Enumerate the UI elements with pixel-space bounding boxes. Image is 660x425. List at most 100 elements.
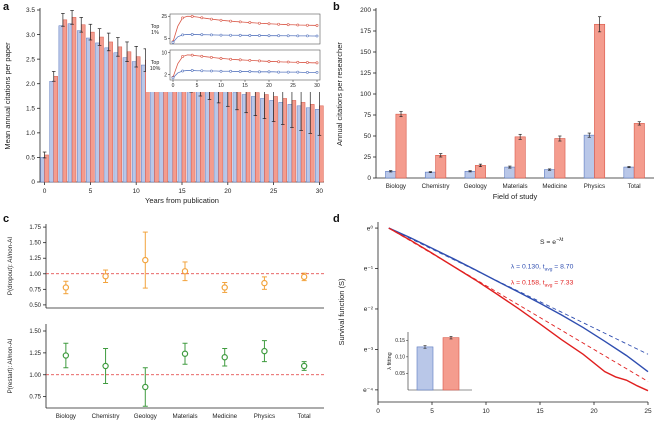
svg-text:50: 50 bbox=[364, 133, 372, 140]
svg-text:Chemistry: Chemistry bbox=[92, 413, 121, 420]
svg-text:20: 20 bbox=[224, 188, 232, 195]
svg-text:125: 125 bbox=[360, 70, 371, 77]
svg-text:0.75: 0.75 bbox=[29, 395, 41, 401]
svg-text:2.5: 2.5 bbox=[26, 56, 35, 63]
chart-d-survival-function: e⁰ e⁻¹ e⁻² e⁻³ e⁻⁴ 0 5 10 15 20 25 Survival functio… bbox=[337, 222, 652, 415]
svg-text:Materials: Materials bbox=[172, 413, 197, 420]
svg-text:0: 0 bbox=[43, 188, 47, 195]
svg-text:150: 150 bbox=[360, 49, 371, 56]
svg-text:e⁻⁴: e⁻⁴ bbox=[363, 387, 373, 394]
panel-label-d: d bbox=[333, 213, 340, 225]
svg-text:e⁻²: e⁻² bbox=[364, 306, 374, 313]
svg-text:Physics: Physics bbox=[254, 413, 275, 420]
svg-text:1.00: 1.00 bbox=[29, 272, 41, 278]
svg-text:15: 15 bbox=[242, 83, 248, 89]
svg-text:2.0: 2.0 bbox=[26, 81, 35, 88]
svg-text:0.75: 0.75 bbox=[29, 287, 41, 293]
svg-text:10: 10 bbox=[161, 51, 167, 57]
svg-text:0: 0 bbox=[31, 179, 35, 186]
svg-text:30: 30 bbox=[314, 83, 320, 89]
svg-text:Top: Top bbox=[151, 60, 160, 66]
chart-b-citations-per-researcher: 0 25 50 75 100 125 150 175 200 Biology Chemistry Ge… bbox=[335, 7, 654, 201]
svg-text:100: 100 bbox=[360, 91, 371, 98]
svg-text:25: 25 bbox=[290, 83, 296, 89]
svg-text:1.25: 1.25 bbox=[29, 351, 41, 357]
svg-text:Field of study: Field of study bbox=[493, 192, 538, 201]
svg-text:Mean annual citations per pape: Mean annual citations per paper bbox=[3, 42, 12, 150]
svg-text:P(dropout): AI/non-AI: P(dropout): AI/non-AI bbox=[7, 237, 14, 295]
panel-c: c 0.50 0.75 1.00 1.25 1.50 1.75 P(dropout): AI… bbox=[0, 212, 330, 425]
svg-text:10%: 10% bbox=[150, 66, 161, 72]
panel-a: a 0 0.5 1.0 1.5 2.0 2.5 3.0 3.5 0 5 10 15 20 25 30 Year… bbox=[0, 0, 330, 212]
svg-text:Medicine: Medicine bbox=[212, 413, 237, 420]
svg-text:175: 175 bbox=[360, 28, 371, 35]
svg-text:1.75: 1.75 bbox=[29, 225, 41, 231]
svg-text:Top: Top bbox=[151, 24, 160, 30]
svg-text:Chemistry: Chemistry bbox=[422, 183, 451, 190]
svg-text:e⁻³: e⁻³ bbox=[364, 347, 374, 354]
svg-text:5: 5 bbox=[196, 83, 199, 89]
svg-text:Geology: Geology bbox=[134, 413, 158, 420]
svg-text:λ fitting: λ fitting bbox=[387, 352, 393, 369]
panel-label-b: b bbox=[333, 1, 340, 13]
svg-text:0.5: 0.5 bbox=[26, 155, 35, 162]
svg-text:10: 10 bbox=[218, 83, 224, 89]
svg-text:2: 2 bbox=[164, 72, 167, 78]
panel-label-c: c bbox=[3, 213, 10, 225]
svg-text:25: 25 bbox=[270, 188, 278, 195]
svg-text:1.0: 1.0 bbox=[26, 130, 35, 137]
panel-b: b 0 25 50 75 100 125 150 175 200 Biology Chemistry… bbox=[330, 0, 660, 212]
svg-text:λ = 0.130, tavg = 8.70: λ = 0.130, tavg = 8.70 bbox=[511, 264, 574, 273]
svg-text:25: 25 bbox=[644, 408, 652, 415]
svg-text:e⁰: e⁰ bbox=[367, 224, 374, 232]
svg-text:0: 0 bbox=[172, 83, 175, 89]
svg-text:S = e−λt: S = e−λt bbox=[540, 237, 564, 246]
svg-text:20: 20 bbox=[266, 83, 272, 89]
svg-text:Biology: Biology bbox=[386, 183, 407, 190]
svg-text:25: 25 bbox=[161, 14, 167, 20]
svg-text:Geology: Geology bbox=[464, 183, 488, 190]
chart-c-dropout-restart-ratios: 0.50 0.75 1.00 1.25 1.50 1.75 P(dropout): AI/n… bbox=[7, 224, 324, 420]
svg-text:1.5: 1.5 bbox=[26, 105, 35, 112]
chart-a-citations-per-paper: 00.51.01.52.02.53.03.50 5 10 15 20 25 30Years … bbox=[3, 7, 324, 205]
svg-text:Survival function (S): Survival function (S) bbox=[337, 278, 346, 346]
svg-text:1%: 1% bbox=[151, 30, 159, 36]
svg-text:1.50: 1.50 bbox=[29, 329, 41, 335]
svg-text:5: 5 bbox=[430, 408, 434, 415]
svg-text:15: 15 bbox=[178, 188, 186, 195]
svg-text:Materials: Materials bbox=[502, 183, 527, 190]
svg-text:Annual citations per researche: Annual citations per researcher bbox=[335, 42, 344, 146]
svg-text:0: 0 bbox=[367, 175, 371, 182]
svg-text:Total: Total bbox=[628, 183, 641, 190]
svg-text:1.25: 1.25 bbox=[29, 256, 41, 262]
svg-text:75: 75 bbox=[364, 112, 372, 119]
svg-text:Medicine: Medicine bbox=[542, 183, 567, 190]
svg-text:5: 5 bbox=[164, 36, 167, 42]
svg-text:e⁻¹: e⁻¹ bbox=[364, 266, 374, 273]
svg-text:0: 0 bbox=[376, 408, 380, 415]
svg-text:0.05: 0.05 bbox=[395, 371, 405, 377]
svg-text:0.50: 0.50 bbox=[29, 303, 41, 309]
svg-text:3.0: 3.0 bbox=[26, 32, 35, 39]
svg-text:Years from publication: Years from publication bbox=[145, 196, 219, 205]
svg-text:25: 25 bbox=[364, 154, 372, 161]
svg-text:λ = 0.158, tavg = 7.33: λ = 0.158, tavg = 7.33 bbox=[511, 280, 574, 289]
svg-text:15: 15 bbox=[536, 408, 544, 415]
svg-text:Total: Total bbox=[298, 413, 311, 420]
svg-text:200: 200 bbox=[360, 7, 371, 14]
svg-text:10: 10 bbox=[482, 408, 490, 415]
svg-text:1.00: 1.00 bbox=[29, 373, 41, 379]
svg-text:30: 30 bbox=[316, 188, 324, 195]
svg-text:0.10: 0.10 bbox=[395, 355, 405, 361]
svg-text:3.5: 3.5 bbox=[26, 7, 35, 14]
panel-d: d e⁰ e⁻¹ e⁻² e⁻³ e⁻⁴ 0 5 10 15 20 25 Survival funct… bbox=[330, 212, 660, 425]
svg-text:5: 5 bbox=[89, 188, 93, 195]
svg-text:20: 20 bbox=[590, 408, 598, 415]
panel-label-a: a bbox=[3, 1, 10, 13]
svg-text:10: 10 bbox=[133, 188, 141, 195]
svg-text:P(restart): AI/non-AI: P(restart): AI/non-AI bbox=[7, 338, 14, 393]
svg-text:Biology: Biology bbox=[56, 413, 77, 420]
svg-text:1.50: 1.50 bbox=[29, 241, 41, 247]
svg-text:Physics: Physics bbox=[584, 183, 605, 190]
